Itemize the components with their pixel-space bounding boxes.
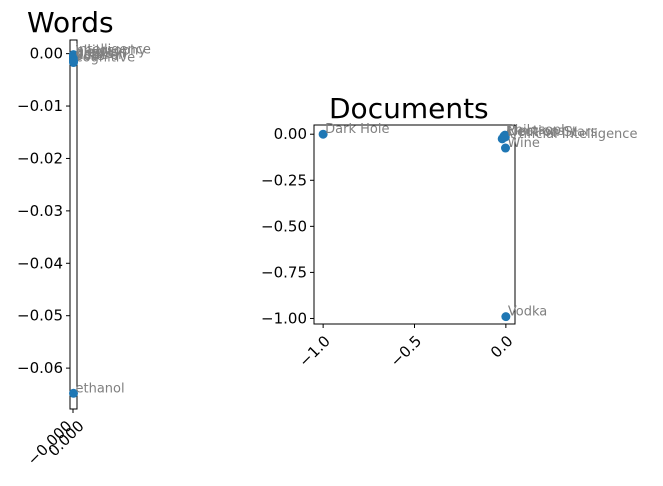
words-point-label: vote [76, 49, 105, 64]
documents-x-tick-label: −1.0 [295, 332, 333, 370]
words-point-label: intelligence [76, 43, 151, 58]
words-point-label: gravity [76, 46, 122, 61]
words-point-label: election [76, 45, 128, 60]
words-point-label: cognitive [76, 51, 136, 66]
words-point [69, 388, 78, 398]
words-point [69, 56, 78, 66]
documents-point [501, 312, 511, 322]
documents-point-label: Neutron Stars [507, 125, 597, 140]
documents-y-axis: 0.00 −0.25 −0.50 −0.75 −1.00 [261, 125, 314, 327]
documents-point-label: Vodka [508, 305, 547, 320]
words-y-tick-label: −0.05 [17, 307, 63, 325]
words-y-tick-label: −0.03 [17, 202, 63, 220]
documents-point-label: Wine [507, 136, 539, 151]
documents-y-tick-label: −0.25 [261, 171, 307, 189]
documents-point [500, 143, 510, 153]
documents-point-label: Elections [506, 124, 565, 139]
words-point-label: neutron [76, 48, 127, 63]
documents-point-label: Artificial Intelligence [504, 127, 637, 142]
words-y-tick-label: 0.00 [30, 45, 63, 63]
documents-chart-title: Documents [329, 92, 489, 125]
words-points: ethanol cognitiveelectionphilosophyintell… [69, 43, 151, 398]
words-plot-frame [69, 39, 78, 410]
words-chart-title: Words [27, 6, 114, 39]
documents-y-tick-label: 0.00 [274, 125, 307, 143]
words-point-label: ethanol [76, 381, 125, 396]
words-y-axis: 0.00 −0.01 −0.02 −0.03 −0.04 −0.05 −0.06 [17, 45, 70, 377]
documents-x-tick-label: 0.0 [487, 332, 517, 362]
documents-y-tick-label: −0.75 [261, 263, 307, 281]
words-chart: Words 0.00 −0.01 −0.02 −0.03 −0.04 −0.05 −0.06… [17, 6, 151, 469]
documents-chart: Documents 0.00−0.25−0.50−0.75−1.00 −1.0−… [261, 92, 637, 371]
documents-y-tick-label: −0.50 [261, 217, 307, 235]
words-y-tick-label: −0.06 [17, 359, 63, 377]
documents-x-tick-label: −0.5 [387, 332, 425, 370]
words-point-label: philosophy [76, 44, 147, 59]
documents-point-label: Dark Hole [325, 122, 389, 137]
words-point-label: bottle [76, 47, 114, 62]
documents-x-axis: −1.0 −0.5 0.0 [295, 324, 517, 371]
documents-point [318, 129, 328, 139]
words-y-tick-label: −0.01 [17, 97, 63, 115]
documents-point [500, 132, 510, 142]
documents-y-tick-label: −1.00 [261, 309, 307, 327]
documents-plot-frame [313, 124, 516, 325]
words-y-tick-label: −0.04 [17, 254, 63, 272]
words-y-tick-label: −0.02 [17, 149, 63, 167]
documents-point-label: Philosophy [507, 123, 577, 138]
